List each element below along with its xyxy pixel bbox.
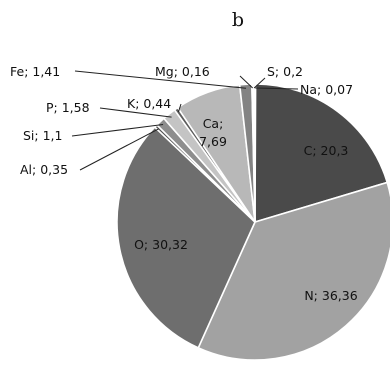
slice-label-fe: Fe; 1,41 [10,64,60,79]
slice-label-k: K; 0,44 [127,96,171,111]
slice-label-o: O; 30,32 [134,237,188,252]
leader-line-al [79,128,159,171]
slice-label-mg: Mg; 0,16 [155,64,210,79]
slice-labels: Na; 0,07 C; 20,3 N; 36,36 O; 30,32 Al; 0,35 S… [10,64,358,303]
leader-lines [71,70,299,171]
slice-label-c: C; 20,3 [304,143,349,158]
leader-line-na [255,87,299,90]
slice-label-s: S; 0,2 [267,64,303,79]
leader-line-p [99,107,172,118]
leader-line-mg [239,75,253,89]
slice-label-si: Si; 1,1 [23,128,62,143]
leader-line-k [177,103,182,113]
leader-line-si [71,124,164,137]
pie-slice-n [197,181,390,361]
slice-label-p: P; 1,58 [46,100,90,115]
pie-slice-s [252,83,256,223]
pie-slices [116,83,390,361]
slice-label-ca: Ca; 7,69 [199,116,227,149]
leader-line-fe [74,70,247,89]
slice-label-na: Na; 0,07 [300,82,353,97]
slice-label-n: N; 36,36 [304,288,357,303]
slice-label-al: Al; 0,35 [20,162,68,177]
pie-slice-o [116,125,256,349]
chart-title: b [232,9,244,31]
leader-line-s [253,77,266,89]
pie-slice-c [254,83,389,224]
